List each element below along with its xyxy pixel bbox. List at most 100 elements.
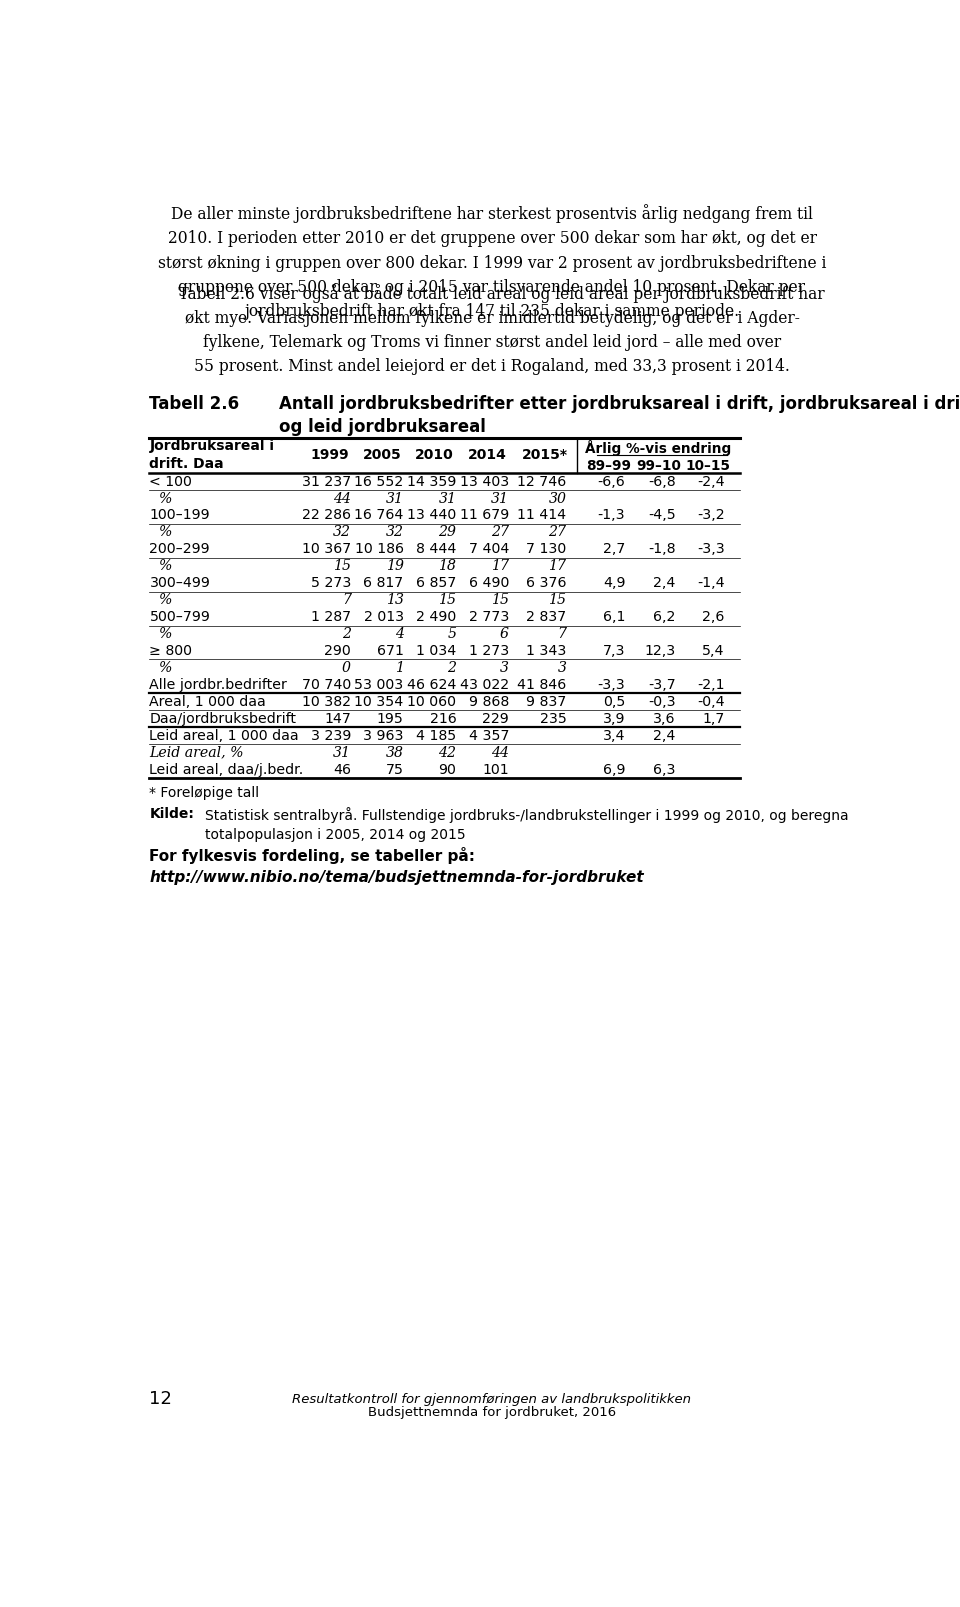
Text: 101: 101 bbox=[483, 763, 509, 776]
Text: 2,4: 2,4 bbox=[654, 728, 676, 742]
Text: 235: 235 bbox=[540, 712, 566, 726]
Text: 200–299: 200–299 bbox=[150, 542, 210, 556]
Text: 12: 12 bbox=[150, 1390, 173, 1408]
Text: 10 354: 10 354 bbox=[354, 694, 403, 709]
Text: 3 239: 3 239 bbox=[311, 728, 351, 742]
Text: 3,9: 3,9 bbox=[603, 712, 625, 726]
Text: 1 287: 1 287 bbox=[311, 611, 351, 624]
Text: 31: 31 bbox=[439, 492, 456, 506]
Text: 6,3: 6,3 bbox=[653, 763, 676, 776]
Text: -1,8: -1,8 bbox=[648, 542, 676, 556]
Text: 1 034: 1 034 bbox=[416, 644, 456, 657]
Text: 2 773: 2 773 bbox=[468, 611, 509, 624]
Text: 6,9: 6,9 bbox=[603, 763, 625, 776]
Text: 1 343: 1 343 bbox=[526, 644, 566, 657]
Text: 10 382: 10 382 bbox=[302, 694, 351, 709]
Text: -4,5: -4,5 bbox=[648, 508, 676, 522]
Text: Areal, 1 000 daa: Areal, 1 000 daa bbox=[150, 694, 266, 709]
Text: 2,7: 2,7 bbox=[603, 542, 625, 556]
Text: -2,4: -2,4 bbox=[697, 474, 725, 489]
Text: 1 273: 1 273 bbox=[468, 644, 509, 657]
Text: 31: 31 bbox=[333, 746, 351, 760]
Text: 3,4: 3,4 bbox=[603, 728, 625, 742]
Text: 17: 17 bbox=[492, 559, 509, 574]
Text: Statistisk sentralbyrå. Fullstendige jordbruks-/landbrukstellinger i 1999 og 201: Statistisk sentralbyrå. Fullstendige jor… bbox=[205, 807, 849, 842]
Text: 6 817: 6 817 bbox=[364, 577, 403, 590]
Text: 9 868: 9 868 bbox=[468, 694, 509, 709]
Text: 1: 1 bbox=[395, 660, 403, 675]
Text: %: % bbox=[158, 559, 172, 574]
Text: Leid areal, %: Leid areal, % bbox=[150, 746, 244, 760]
Text: 216: 216 bbox=[430, 712, 456, 726]
Text: 147: 147 bbox=[324, 712, 351, 726]
Text: 32: 32 bbox=[386, 525, 403, 540]
Text: -6,6: -6,6 bbox=[597, 474, 625, 489]
Text: 2 490: 2 490 bbox=[416, 611, 456, 624]
Text: 8 444: 8 444 bbox=[416, 542, 456, 556]
Text: 10 060: 10 060 bbox=[407, 694, 456, 709]
Text: 5: 5 bbox=[447, 627, 456, 641]
Text: 3: 3 bbox=[500, 660, 509, 675]
Text: 2005: 2005 bbox=[363, 448, 401, 463]
Text: Jordbruksareal i
drift. Daa: Jordbruksareal i drift. Daa bbox=[150, 439, 275, 471]
Text: < 100: < 100 bbox=[150, 474, 192, 489]
Text: 3: 3 bbox=[558, 660, 566, 675]
Text: 6: 6 bbox=[500, 627, 509, 641]
Text: 42: 42 bbox=[439, 746, 456, 760]
Text: 16 764: 16 764 bbox=[354, 508, 403, 522]
Text: 7: 7 bbox=[558, 627, 566, 641]
Text: 15: 15 bbox=[439, 593, 456, 607]
Text: 16 552: 16 552 bbox=[354, 474, 403, 489]
Text: Daa/jordbruksbedrift: Daa/jordbruksbedrift bbox=[150, 712, 297, 726]
Text: 10–15: 10–15 bbox=[684, 460, 730, 472]
Text: 13 403: 13 403 bbox=[460, 474, 509, 489]
Text: Leid areal, daa/j.bedr.: Leid areal, daa/j.bedr. bbox=[150, 763, 303, 776]
Text: Budsjettnemnda for jordbruket, 2016: Budsjettnemnda for jordbruket, 2016 bbox=[368, 1406, 616, 1419]
Text: 89–99: 89–99 bbox=[586, 460, 631, 472]
Text: -1,4: -1,4 bbox=[697, 577, 725, 590]
Text: 5,4: 5,4 bbox=[702, 644, 725, 657]
Text: 31: 31 bbox=[386, 492, 403, 506]
Text: 46 624: 46 624 bbox=[407, 678, 456, 693]
Text: 19: 19 bbox=[386, 559, 403, 574]
Text: 14 359: 14 359 bbox=[407, 474, 456, 489]
Text: -1,3: -1,3 bbox=[598, 508, 625, 522]
Text: %: % bbox=[158, 593, 172, 607]
Text: 195: 195 bbox=[376, 712, 403, 726]
Text: %: % bbox=[158, 627, 172, 641]
Text: 44: 44 bbox=[492, 746, 509, 760]
Text: 4: 4 bbox=[395, 627, 403, 641]
Text: 15: 15 bbox=[333, 559, 351, 574]
Text: 41 846: 41 846 bbox=[517, 678, 566, 693]
Text: 11 679: 11 679 bbox=[460, 508, 509, 522]
Text: 31: 31 bbox=[492, 492, 509, 506]
Text: For fylkesvis fordeling, se tabeller på:: For fylkesvis fordeling, se tabeller på: bbox=[150, 847, 475, 865]
Text: 1,7: 1,7 bbox=[702, 712, 725, 726]
Text: 7 130: 7 130 bbox=[526, 542, 566, 556]
Text: 100–199: 100–199 bbox=[150, 508, 210, 522]
Text: 99–10: 99–10 bbox=[636, 460, 681, 472]
Text: 2: 2 bbox=[342, 627, 351, 641]
Text: 38: 38 bbox=[386, 746, 403, 760]
Text: 2 013: 2 013 bbox=[364, 611, 403, 624]
Text: Alle jordbr.bedrifter: Alle jordbr.bedrifter bbox=[150, 678, 287, 693]
Text: 2015*: 2015* bbox=[521, 448, 567, 463]
Text: 44: 44 bbox=[333, 492, 351, 506]
Text: 30: 30 bbox=[548, 492, 566, 506]
Text: 32: 32 bbox=[333, 525, 351, 540]
Text: 31 237: 31 237 bbox=[301, 474, 351, 489]
Text: 12 746: 12 746 bbox=[517, 474, 566, 489]
Text: 27: 27 bbox=[548, 525, 566, 540]
Text: 6,1: 6,1 bbox=[603, 611, 625, 624]
Text: 4,9: 4,9 bbox=[603, 577, 625, 590]
Text: 6 490: 6 490 bbox=[468, 577, 509, 590]
Text: 300–499: 300–499 bbox=[150, 577, 210, 590]
Text: -3,3: -3,3 bbox=[597, 678, 625, 693]
Text: 43 022: 43 022 bbox=[460, 678, 509, 693]
Text: 6 376: 6 376 bbox=[526, 577, 566, 590]
Text: 0,5: 0,5 bbox=[603, 694, 625, 709]
Text: -3,3: -3,3 bbox=[697, 542, 725, 556]
Text: 15: 15 bbox=[492, 593, 509, 607]
Text: 2,4: 2,4 bbox=[654, 577, 676, 590]
Text: 3,6: 3,6 bbox=[653, 712, 676, 726]
